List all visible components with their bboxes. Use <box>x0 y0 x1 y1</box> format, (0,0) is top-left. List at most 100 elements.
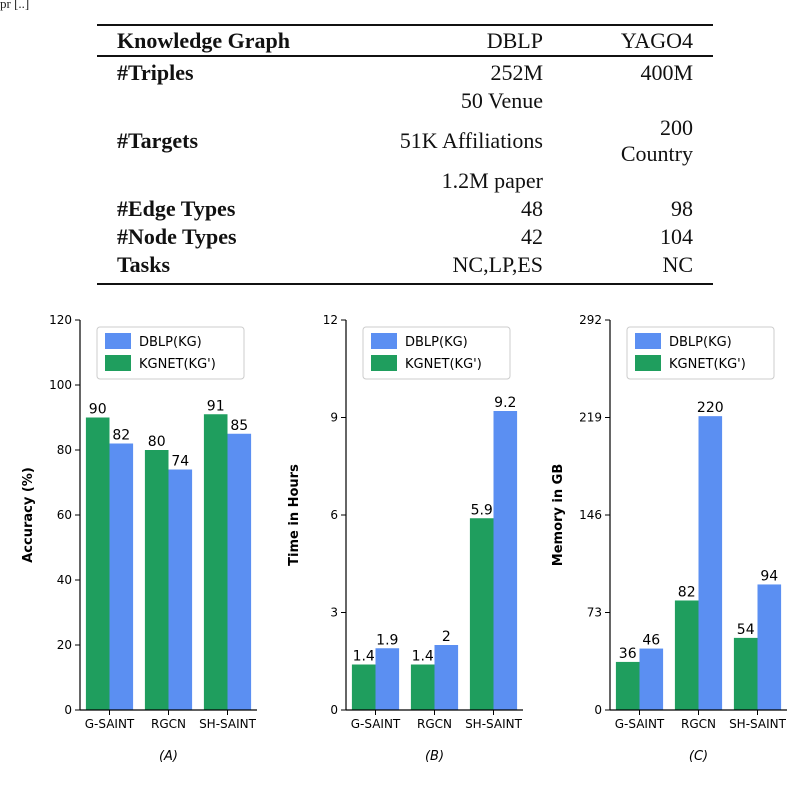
x-tick-label: RGCN <box>417 717 452 731</box>
bar-dblp <box>168 469 193 710</box>
table-row: 50 Venue <box>97 87 713 115</box>
y-tick-label: 80 <box>57 443 72 457</box>
bar-data-label: 220 <box>697 400 724 416</box>
table-header-row: Knowledge Graph DBLP YAGO4 <box>97 25 713 57</box>
row-label: #Edge Types <box>117 196 236 221</box>
dblp-cell: 42 <box>521 224 543 249</box>
legend-box <box>626 326 775 380</box>
yago-cell: 200 Country <box>620 115 693 166</box>
bar-dblp <box>434 645 459 710</box>
dblp-cell: NC,LP,ES <box>452 252 543 277</box>
header-cell: DBLP <box>355 25 563 57</box>
legend-swatch <box>105 333 131 349</box>
bar-data-label: 74 <box>171 454 189 470</box>
subcaption: (C) <box>689 749 708 764</box>
legend: DBLP(KG) KGNET(KG') <box>362 326 511 380</box>
bar-dblp <box>639 648 664 710</box>
yago-cell: 104 <box>660 224 693 249</box>
bar-kgnet <box>733 637 758 710</box>
caption-fragment: pr [..] <box>0 0 30 11</box>
x-tick-label: SH-SAINT <box>199 717 257 731</box>
y-tick-label: 120 <box>49 313 72 327</box>
table-row: #Node Types 42 104 <box>97 223 713 251</box>
legend-swatch <box>635 355 661 371</box>
bar-dblp <box>227 433 252 710</box>
table-row: 1.2M paper <box>97 167 713 195</box>
bar-kgnet <box>351 664 376 710</box>
yago-cell: 400M <box>640 60 693 85</box>
legend: DBLP(KG) KGNET(KG') <box>96 326 245 380</box>
yago-cell: 98 <box>671 196 693 221</box>
x-tick-label: G-SAINT <box>85 717 135 731</box>
bar-dblp <box>109 443 134 710</box>
y-tick-label: 20 <box>57 638 72 652</box>
chart-panel: 36 46 G-SAINT 82 220 RGCN 54 94 SH-SAINT 0 73 146 21… <box>551 313 787 764</box>
y-tick-label: 292 <box>579 313 602 327</box>
legend-label: KGNET(KG') <box>669 357 746 372</box>
bar-data-label: 9.2 <box>494 395 516 411</box>
table-row: #Targets 51K Affiliations 200 Country <box>97 115 713 167</box>
y-tick-label: 60 <box>57 508 72 522</box>
bar-data-label: 91 <box>207 398 225 414</box>
y-tick-label: 3 <box>330 606 338 620</box>
row-label: #Triples <box>117 60 194 85</box>
bar-dblp <box>493 411 518 710</box>
row-label: Tasks <box>117 252 171 277</box>
legend-swatch <box>371 355 397 371</box>
legend-label: KGNET(KG') <box>139 357 216 372</box>
bar-kgnet <box>410 664 435 710</box>
x-tick-label: G-SAINT <box>351 717 401 731</box>
legend-box <box>362 326 511 380</box>
x-tick-label: RGCN <box>151 717 186 731</box>
bar-dblp <box>757 584 782 710</box>
bar-data-label: 54 <box>737 622 755 638</box>
subcaption: (B) <box>425 749 444 764</box>
bar-data-label: 46 <box>642 633 660 649</box>
x-tick-label: RGCN <box>681 717 716 731</box>
bar-data-label: 80 <box>148 434 166 450</box>
chart-panel: 1.41.9G-SAINT1.42RGCN5.99.2SH-SAINT03691… <box>287 313 523 764</box>
legend-label: KGNET(KG') <box>405 357 482 372</box>
dblp-cell: 51K Affiliations <box>399 128 543 153</box>
bar-data-label: 94 <box>760 568 778 584</box>
x-tick-label: SH-SAINT <box>465 717 523 731</box>
row-label: #Targets <box>117 128 199 153</box>
legend-swatch <box>635 333 661 349</box>
bar-data-label: 36 <box>619 646 637 662</box>
bar-data-label: 2 <box>442 629 451 645</box>
y-tick-label: 0 <box>64 703 72 717</box>
bar-kgnet <box>674 600 699 710</box>
y-tick-label: 146 <box>579 508 602 522</box>
legend: DBLP(KG) KGNET(KG') <box>626 326 775 380</box>
bar-kgnet <box>615 661 640 710</box>
legend-swatch <box>105 355 131 371</box>
y-tick-label: 0 <box>330 703 338 717</box>
row-label: #Node Types <box>117 224 237 249</box>
bar-kgnet <box>85 417 110 710</box>
y-tick-label: 6 <box>330 508 338 522</box>
x-tick-label: G-SAINT <box>615 717 665 731</box>
yago-cell: NC <box>662 252 693 277</box>
bar-charts-figure: 9082G-SAINT8074RGCN9185SH-SAINT020406080… <box>21 313 787 764</box>
subcaption: (A) <box>159 749 178 764</box>
bar-kgnet <box>144 450 169 710</box>
y-axis-label: Accuracy (%) <box>21 467 36 563</box>
kg-statistics-table: Knowledge Graph DBLP YAGO4 #Triples 252M… <box>97 24 713 285</box>
y-tick-label: 73 <box>587 606 602 620</box>
y-tick-label: 0 <box>594 703 602 717</box>
bar-kgnet <box>469 518 494 710</box>
bar-kgnet <box>203 414 228 710</box>
legend-label: DBLP(KG) <box>669 335 732 350</box>
legend-box <box>96 326 245 380</box>
bar-data-label: 1.4 <box>412 649 434 665</box>
y-tick-label: 100 <box>49 378 72 392</box>
x-tick-label: SH-SAINT <box>729 717 787 731</box>
table-row: #Edge Types 48 98 <box>97 195 713 223</box>
y-axis-label: Memory in GB <box>551 464 566 566</box>
y-tick-label: 219 <box>579 411 602 425</box>
dblp-cell: 50 Venue <box>460 88 543 113</box>
y-tick-label: 40 <box>57 573 72 587</box>
header-cell: YAGO4 <box>563 25 713 57</box>
bar-data-label: 82 <box>112 428 130 444</box>
legend-swatch <box>371 333 397 349</box>
